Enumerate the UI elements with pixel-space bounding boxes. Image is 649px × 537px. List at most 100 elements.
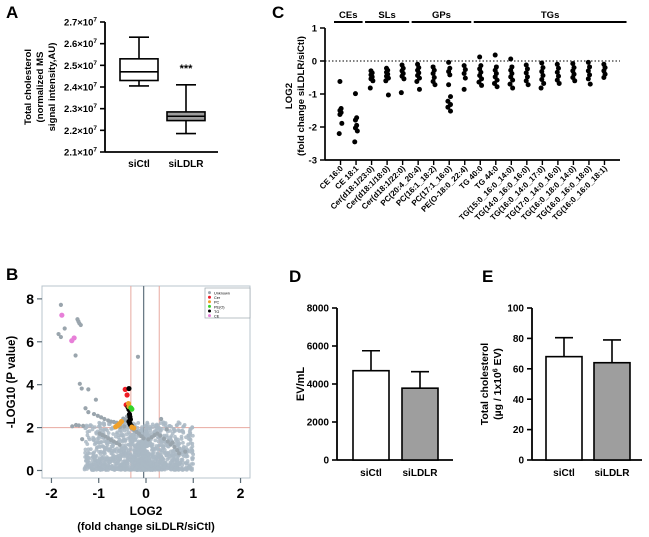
panel-c-data-point (462, 75, 468, 81)
panel-b-data-point (190, 433, 195, 438)
panel-b-data-point (111, 432, 116, 436)
panel-b-data-point (136, 421, 141, 425)
panel-b-legend-marker-Cer (208, 295, 211, 299)
panel-b-data-point (168, 429, 173, 433)
panel-b-data-point (56, 331, 61, 337)
svgD-bar-rect (352, 369, 390, 461)
panel-b-data-point (96, 444, 101, 449)
panel-b-data-point (81, 423, 86, 428)
panel-c-data-point (554, 61, 560, 67)
panel-c-group-SLs: SLs (365, 10, 410, 23)
panel-a-y-tick-exp: 7 (93, 147, 97, 154)
panel-b-data-point (129, 459, 134, 464)
svgE-y-tick-label-1: 20 (513, 425, 525, 436)
panel-e-chart: 0 20 40 60 80 100 siCtl siLDLR Total cholesterol… (480, 304, 642, 479)
panel-b-y-tick-label: 4 (26, 377, 34, 393)
panel-b-data-point (175, 448, 180, 453)
panel-b-label: B (6, 265, 19, 284)
panel-a-y-tick-label: 2.3×107 (64, 103, 97, 115)
panel-c-data-point (540, 73, 546, 79)
panel-b-data-point (86, 387, 91, 392)
panel-b-data-point (191, 462, 195, 466)
panel-b-data-point (95, 413, 100, 418)
panel-b-series-PE(O) (128, 405, 135, 412)
panel-c-data-point (462, 67, 468, 73)
panel-b-data-point (143, 463, 148, 468)
panel-c-data-point (510, 85, 516, 91)
panel-b-data-point (117, 449, 122, 454)
panel-b-legend-label-CE: CE (214, 315, 220, 319)
panel-e: E 0 20 40 60 80 100 siCtl siLDLR Total cholester… (462, 262, 649, 537)
panel-b-data-point (122, 424, 127, 429)
panel-b-data-point (162, 448, 167, 452)
panel-b-data-point (190, 466, 194, 471)
panel-b-data-point (96, 436, 101, 441)
panel-b-data-point (155, 466, 160, 471)
panel-b-data-point (133, 438, 138, 443)
panel-c-series-9 (476, 54, 485, 88)
panel-b-x-tick-label: 0 (142, 485, 150, 501)
panel-a-significance: *** (180, 63, 194, 75)
svgD-y-tick-label-2: 4000 (307, 380, 330, 391)
svgE-bar-rect (593, 361, 631, 461)
panel-b-data-point (180, 463, 185, 468)
panel-c-data-point (523, 78, 529, 84)
svg-text:2.5×107: 2.5×107 (64, 60, 97, 72)
panel-b-data-point (96, 459, 101, 464)
panel-c-data-point (587, 81, 593, 87)
panel-c-group-GPs: GPs (411, 10, 472, 23)
panel-b-data-point (87, 429, 92, 434)
panel-b-data-point (188, 427, 193, 432)
panel-b-data-point (180, 457, 185, 462)
panel-b-series-PC (113, 400, 137, 431)
panel-a-box-rect (119, 58, 159, 82)
panel-b-data-point (97, 420, 102, 425)
panel-a-y-tick-exp: 7 (93, 82, 97, 89)
panel-b-y-label: -LOG10 (P value) (6, 336, 18, 429)
panel-a-x-tick-label-1: siLDLR (169, 159, 205, 170)
panel-c-data-point (572, 78, 578, 84)
panel-c-label: C (272, 3, 285, 22)
panel-b-data-point (168, 442, 173, 447)
panel-c-series-6 (430, 64, 438, 88)
panel-b-data-point (70, 424, 75, 429)
panel-b-data-point (136, 453, 141, 458)
panel-b-data-point (159, 450, 164, 455)
panel-c-y-tick-label: 1 (312, 24, 318, 35)
panel-b-x-tick-label: -1 (93, 485, 106, 501)
panel-b-data-point (119, 462, 124, 467)
panel-b-data-point (93, 463, 98, 468)
panel-b-data-point (176, 420, 181, 425)
panel-b-data-point (78, 322, 83, 328)
panel-c-data-point (367, 85, 373, 91)
panel-a-x-tick-label-0: siCtl (128, 159, 150, 170)
panel-b-data-point (146, 452, 150, 457)
panel-c-data-point (432, 82, 438, 88)
panel-b-y-tick-label: 2 (26, 420, 34, 436)
panel-a-y-tick-exp: 7 (93, 103, 97, 110)
panel-c-data-point (370, 78, 376, 84)
panel-b-data-point (122, 438, 127, 442)
panel-b-data-point (146, 437, 151, 442)
panel-b-data-point (161, 444, 166, 449)
panel-b-data-point (156, 439, 161, 444)
panel-c-series-10 (491, 52, 500, 90)
panel-b-data-point (122, 463, 127, 468)
panel-b-data-point (183, 461, 188, 465)
panel-b-data-point (140, 461, 145, 466)
panel-c-data-point (461, 86, 467, 92)
panel-b-data-point (100, 444, 104, 448)
panel-b-data-point (141, 454, 146, 459)
panel-c-series-17 (601, 61, 608, 80)
panel-c-data-point (523, 70, 529, 76)
panel-b-data-point (159, 416, 164, 422)
panel-b-data-point (159, 459, 164, 464)
panel-b-legend-marker-PC (208, 300, 211, 304)
svgE-bar-siLDLR (593, 339, 631, 461)
panel-c-series-11 (507, 56, 516, 91)
panel-a-label: A (6, 3, 19, 22)
svgD-bar-rect (401, 387, 439, 461)
panel-b-data-point (164, 427, 169, 432)
panel-c-data-point (461, 71, 467, 77)
panel-c-data-point (448, 94, 454, 100)
